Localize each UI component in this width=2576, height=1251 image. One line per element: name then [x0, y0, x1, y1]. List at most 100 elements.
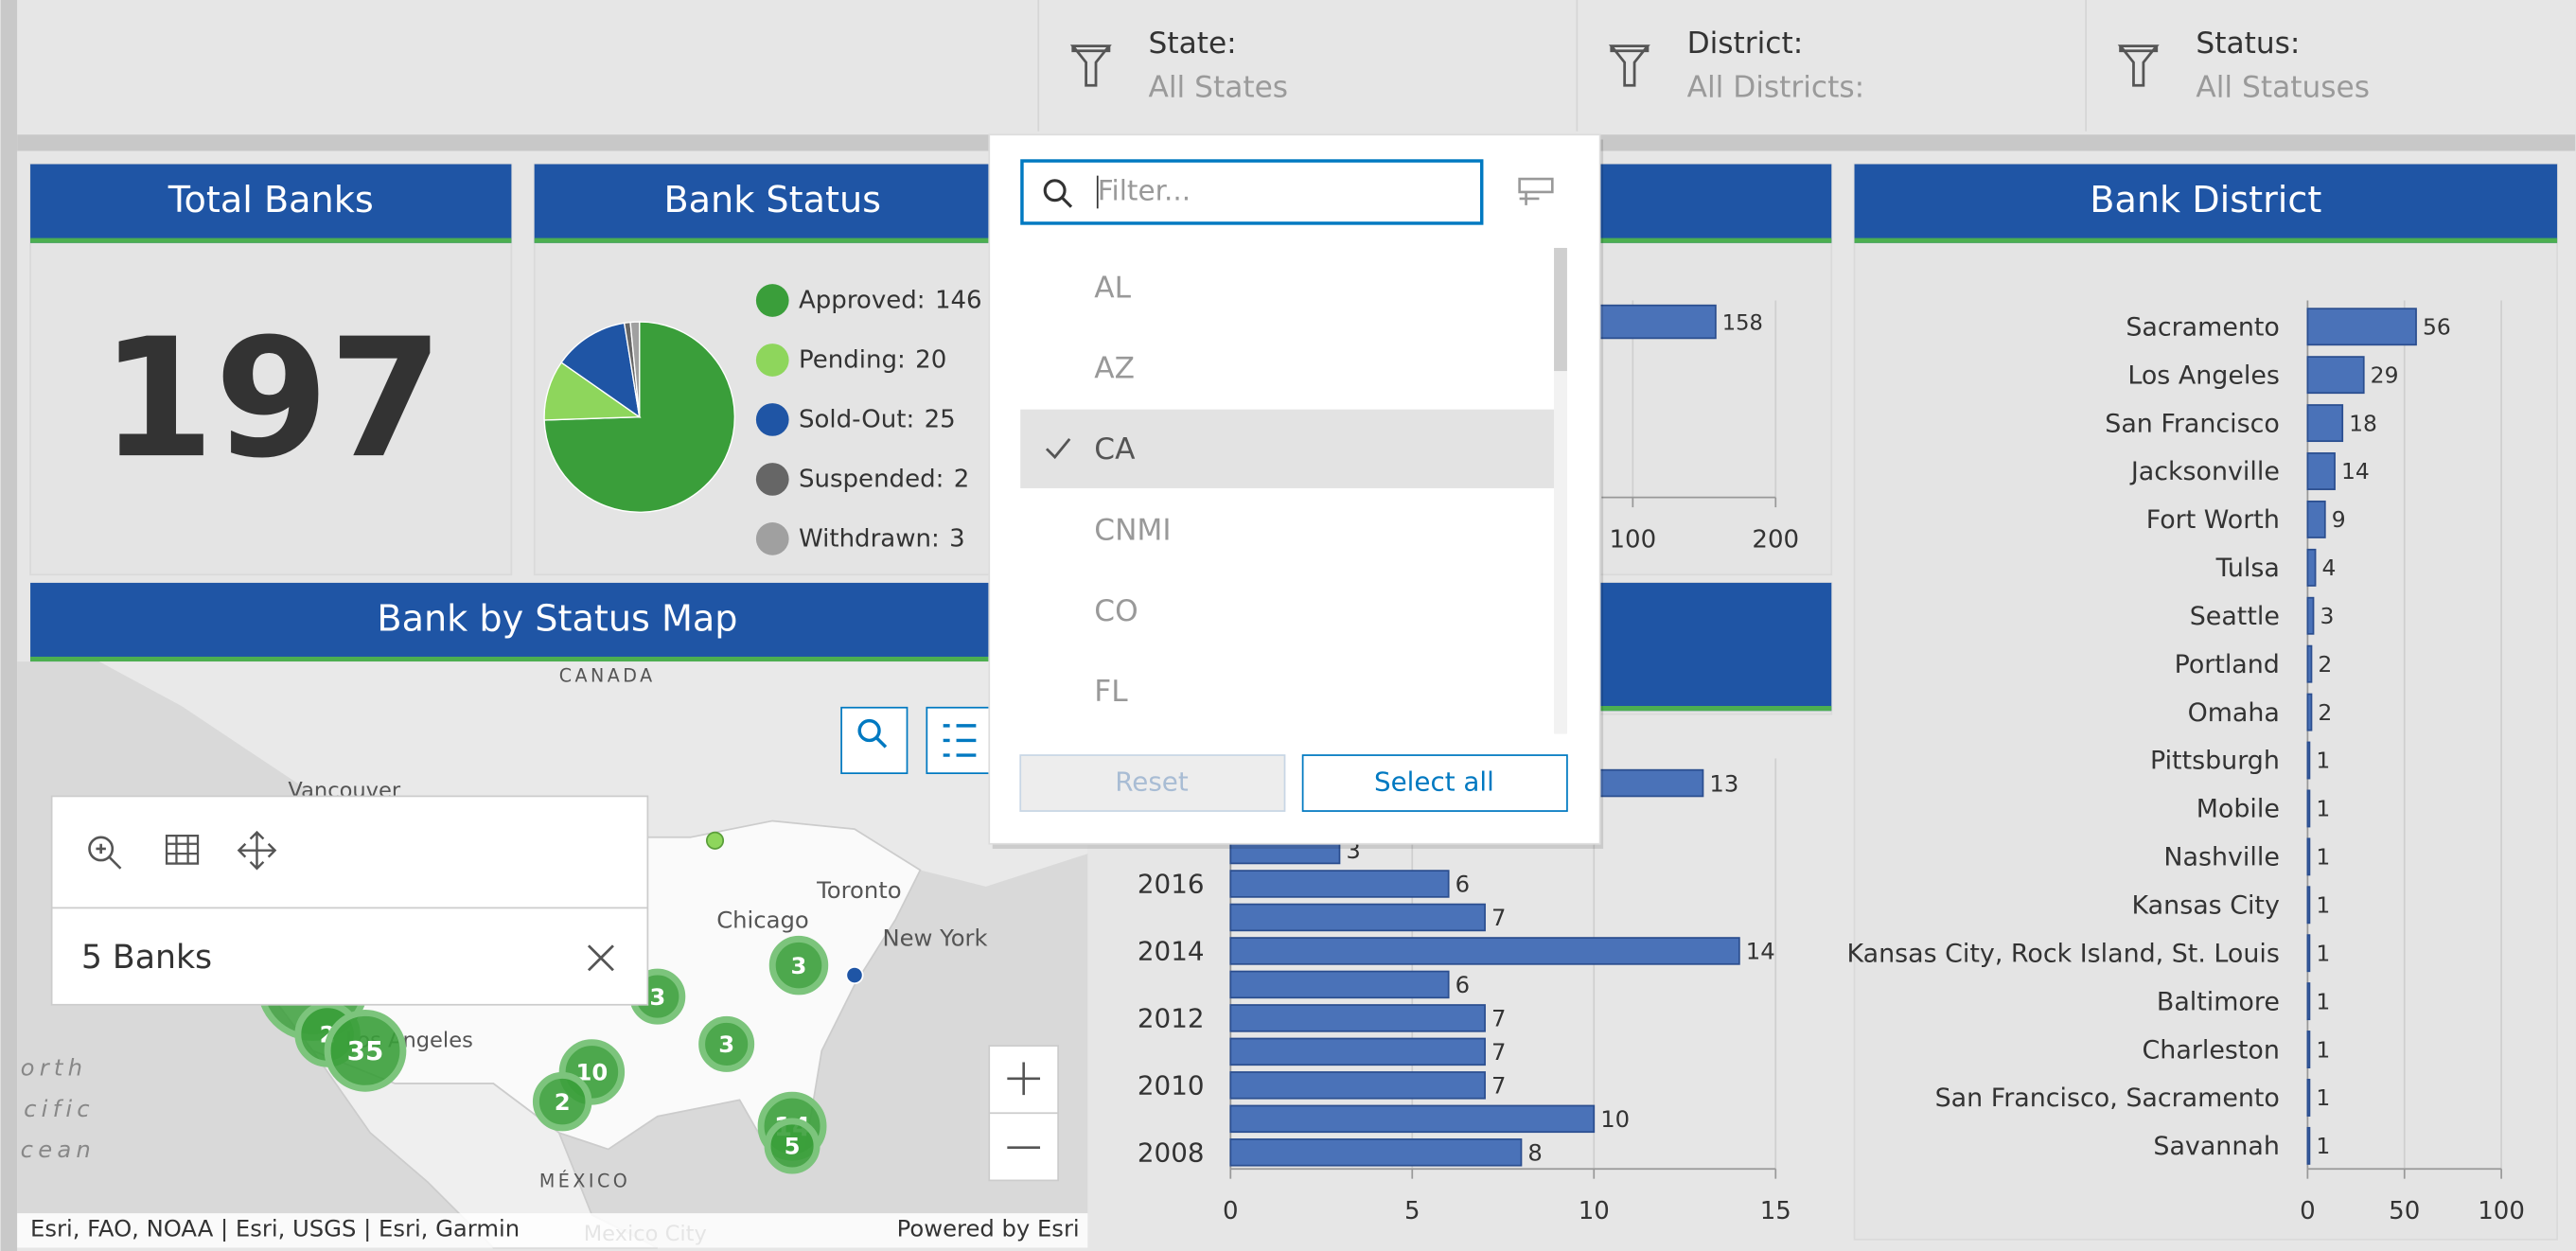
bar-value-label: 13 — [1709, 769, 1738, 797]
y-tick-label: Mobile — [2197, 795, 2280, 824]
select-all-button[interactable] — [1301, 754, 1568, 812]
table-icon[interactable] — [165, 834, 200, 865]
filter-value[interactable]: All States — [1149, 71, 1289, 105]
filter-placeholder: Filter... — [1098, 174, 1191, 206]
bar-value-label: 1 — [2316, 1133, 2330, 1159]
legend-name: Suspended: — [799, 465, 944, 493]
y-tick-label: 2016 — [1138, 869, 1205, 900]
panel-header-accent — [30, 238, 512, 243]
bar — [1229, 970, 1450, 999]
x-tick-label: 5 — [1404, 1197, 1420, 1225]
bar-value-label: 1 — [2316, 892, 2330, 919]
legend-value: 3 — [949, 524, 965, 553]
map-cluster-label: 3 — [649, 983, 665, 1011]
bar-value-label: 1 — [2316, 1036, 2330, 1063]
legend-swatch — [755, 403, 789, 436]
option-selected-bg — [1020, 409, 1555, 488]
map-cluster-label: 5 — [785, 1133, 801, 1160]
legend-label: Withdrawn: 3 — [799, 524, 965, 553]
map-cluster[interactable] — [764, 1118, 820, 1174]
y-tick-label: Kansas City — [2132, 891, 2280, 921]
filter-icon[interactable] — [2117, 44, 2160, 87]
check-icon — [1045, 438, 1071, 460]
y-tick-label: Charleston — [2143, 1035, 2280, 1065]
bar-value-label: 7 — [1491, 1072, 1506, 1100]
attribution: Esri, FAO, NOAA | Esri, USGS | Esri, Gar… — [30, 1214, 520, 1242]
filter-icon[interactable] — [1608, 44, 1650, 87]
dropdown-option[interactable]: CA — [1094, 432, 1136, 467]
map-cluster[interactable] — [532, 1071, 592, 1132]
map-cluster[interactable] — [324, 1009, 407, 1092]
panel-title: Bank Status — [663, 179, 881, 220]
filter-value[interactable]: All Districts: — [1687, 71, 1865, 105]
map-place-label: MÉXICO — [539, 1171, 630, 1192]
y-tick-label: 2012 — [1138, 1003, 1205, 1034]
search-icon — [857, 718, 888, 749]
y-tick-label: San Francisco — [2105, 409, 2280, 438]
options-icon[interactable] — [1518, 177, 1554, 205]
select-all-label: Select all — [1374, 766, 1494, 798]
bar-value-label: 14 — [1746, 938, 1775, 965]
panel-header-accent — [30, 656, 1085, 662]
reset-label: Reset — [1115, 766, 1189, 798]
bar-value-label: 14 — [2341, 458, 2370, 485]
filter-input[interactable] — [1020, 159, 1484, 225]
bar — [2306, 644, 2313, 683]
bar-value-label: 1 — [2316, 844, 2330, 871]
dropdown-option[interactable]: CO — [1094, 594, 1138, 628]
map-canada — [98, 661, 1088, 887]
x-tick-label: 10 — [1579, 1197, 1610, 1225]
x-tick-label: 100 — [2478, 1197, 2525, 1225]
zoom-to-icon[interactable] — [88, 836, 122, 870]
bar — [2306, 356, 2365, 395]
filter-label[interactable]: Status: — [2196, 26, 2300, 61]
map-place-label: Toronto — [816, 876, 902, 904]
legend-swatch — [755, 344, 789, 377]
y-tick-label: Jacksonville — [2129, 457, 2280, 486]
move-icon[interactable] — [237, 830, 277, 871]
legend-name: Sold-Out: — [799, 405, 914, 433]
map-cluster[interactable] — [768, 935, 829, 996]
close-icon[interactable] — [587, 944, 614, 972]
popup-title: 5 Banks — [81, 939, 212, 977]
map-cluster-label: 35 — [347, 1035, 384, 1066]
x-tick-label: 100 — [1610, 525, 1657, 554]
legend-label: Pending: 20 — [799, 345, 946, 374]
legend-swatch — [755, 463, 789, 496]
filter-icon[interactable] — [1069, 44, 1112, 87]
dropdown-option[interactable]: AZ — [1094, 352, 1135, 386]
map-cluster[interactable] — [698, 1015, 755, 1072]
y-tick-label: Portland — [2175, 650, 2280, 679]
bar-value-label: 7 — [1491, 1005, 1506, 1032]
dropdown-option[interactable]: CNMI — [1094, 513, 1171, 547]
map-place-label: cean — [21, 1136, 96, 1163]
filter-value[interactable]: All Statuses — [2196, 71, 2370, 105]
bar — [2306, 596, 2315, 635]
legend-value: 146 — [935, 286, 982, 314]
bar-value-label: 4 — [2322, 555, 2337, 581]
bar — [1229, 1104, 1596, 1134]
map-cluster-label: 3 — [718, 1031, 734, 1058]
dropdown-option[interactable]: AL — [1094, 271, 1131, 305]
bar — [2306, 886, 2311, 925]
legend-label: Sold-Out: 25 — [799, 405, 956, 433]
bar — [2306, 1079, 2311, 1117]
bar — [2306, 693, 2313, 731]
panel-header-accent — [534, 238, 1011, 243]
bar-value-label: 7 — [1491, 1038, 1506, 1066]
dropdown-option[interactable]: FL — [1094, 675, 1128, 709]
top-layer: Filter... AL AZ CA CNMI CO FL Reset Select all — [988, 133, 1604, 849]
y-tick-label: Los Angeles — [2127, 361, 2280, 390]
bar-value-label: 7 — [1491, 904, 1506, 931]
bar — [2306, 1126, 2311, 1165]
filter-label[interactable]: State: — [1149, 26, 1237, 61]
panel-title: Bank by Status Map — [377, 597, 737, 639]
bar — [1229, 1037, 1486, 1066]
reset-button[interactable] — [1019, 754, 1286, 812]
filter-label[interactable]: District: — [1687, 26, 1804, 61]
bar — [2306, 548, 2317, 587]
